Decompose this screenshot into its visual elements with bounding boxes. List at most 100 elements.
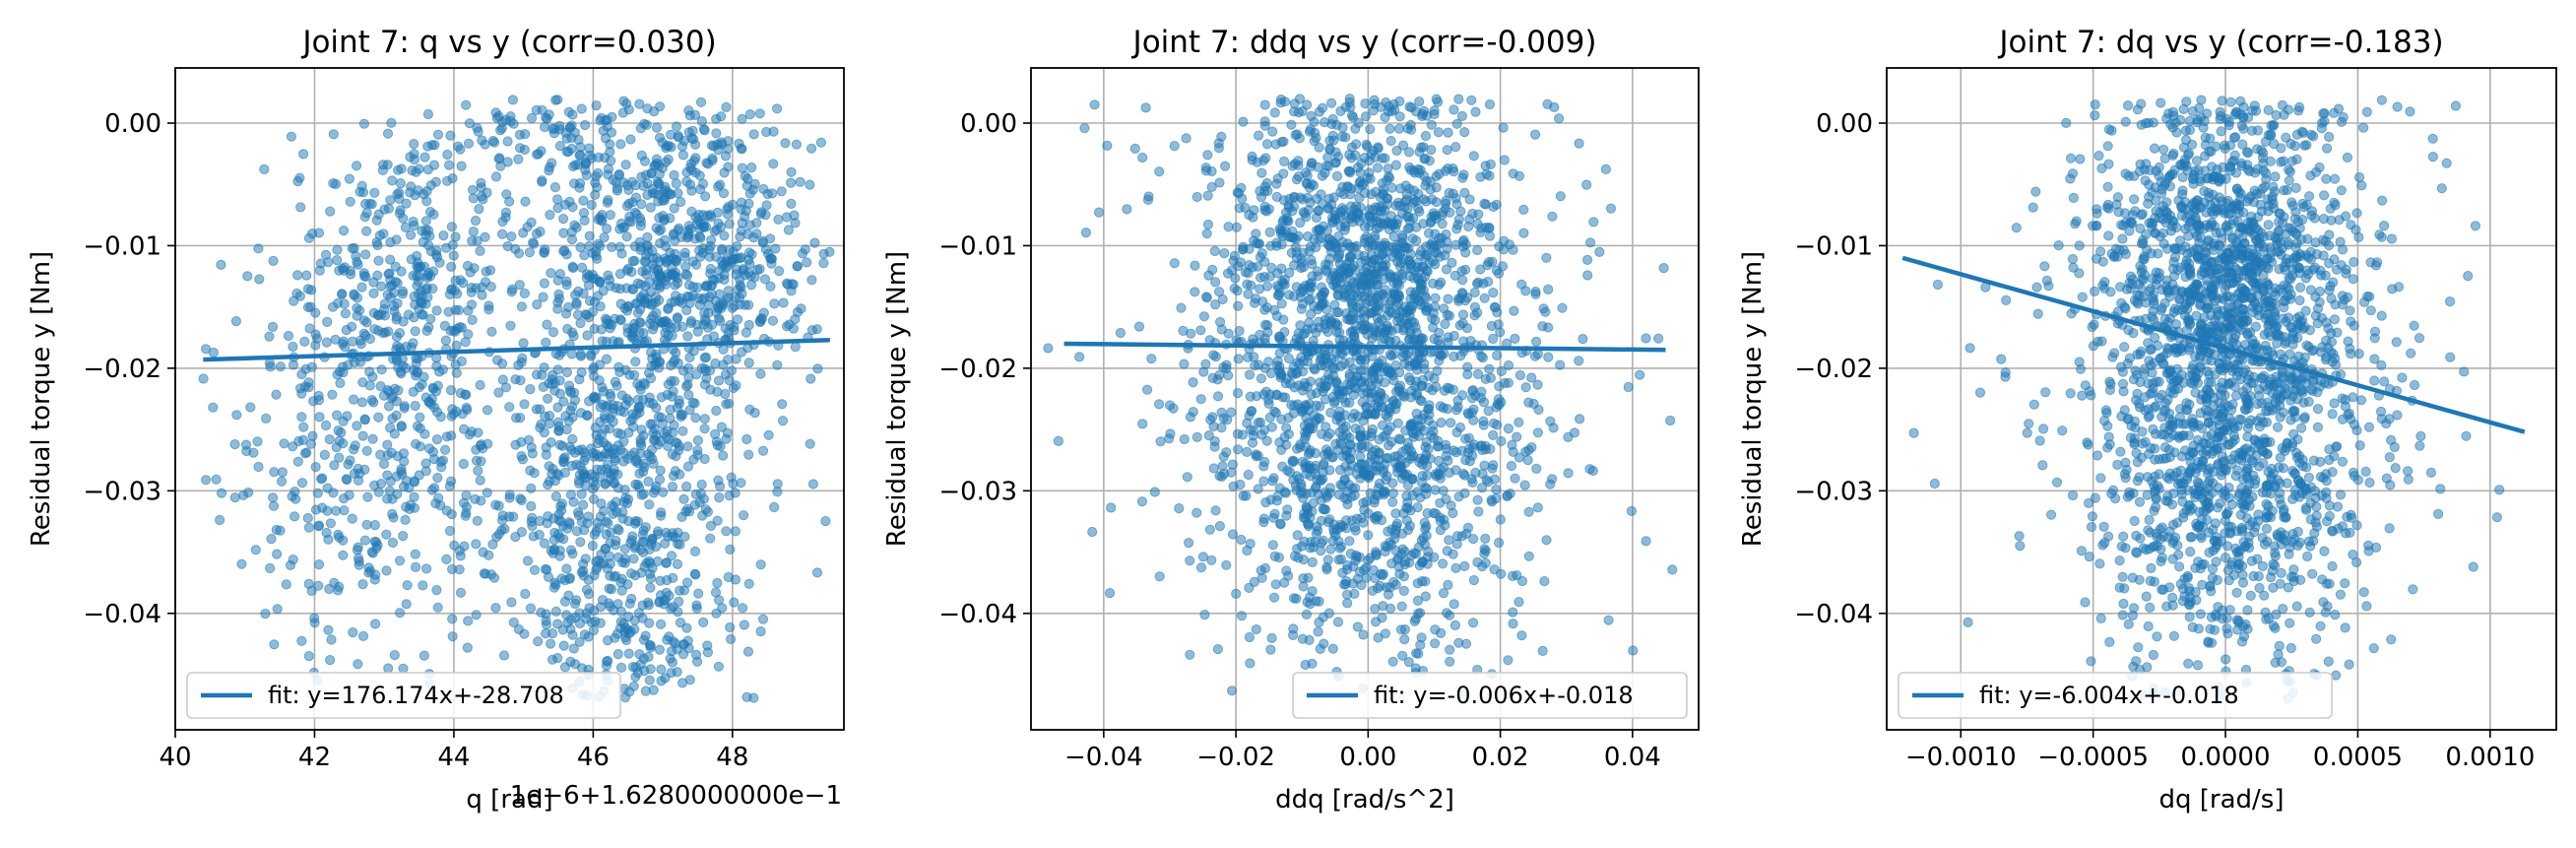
scatter-point: [639, 431, 648, 440]
scatter-point: [713, 578, 722, 587]
scatter-point: [1449, 508, 1457, 517]
scatter-point: [353, 422, 361, 430]
scatter-point: [1211, 278, 1220, 287]
scatter-point: [387, 118, 396, 127]
scatter-point: [493, 356, 502, 364]
scatter-point: [411, 550, 419, 558]
scatter-point: [669, 358, 677, 366]
scatter-point: [733, 241, 741, 250]
scatter-point: [635, 99, 644, 108]
scatter-point: [691, 414, 700, 423]
scatter-point: [1422, 522, 1431, 531]
scatter-point: [401, 515, 410, 524]
scatter-point: [793, 262, 802, 271]
scatter-point: [714, 303, 723, 312]
y-tick-label: −0.04: [938, 600, 1017, 629]
scatter-point: [578, 445, 587, 454]
scatter-point: [657, 272, 666, 281]
scatter-point: [1385, 583, 1394, 592]
scatter-point: [1533, 503, 1542, 512]
scatter-point: [727, 366, 736, 375]
scatter-point: [313, 489, 322, 497]
scatter-point: [344, 460, 353, 469]
scatter-point: [361, 199, 370, 208]
scatter-point: [388, 538, 397, 547]
scatter-point: [1467, 96, 1476, 104]
scatter-point: [700, 424, 709, 433]
scatter-point: [1223, 416, 1232, 424]
scatter-point: [755, 109, 764, 118]
scatter-point: [1254, 419, 1262, 427]
scatter-point: [537, 420, 546, 428]
scatter-point: [1351, 526, 1360, 535]
scatter-point: [1320, 288, 1328, 296]
fit-line: [1064, 344, 1666, 350]
scatter-point: [1449, 600, 1458, 609]
scatter-point: [652, 253, 661, 262]
scatter-point: [613, 650, 622, 659]
scatter-point: [1390, 248, 1399, 257]
scatter-point: [756, 627, 765, 636]
scatter-point: [1361, 356, 1370, 364]
scatter-point: [575, 183, 584, 192]
scatter-point: [1357, 440, 1366, 449]
scatter-point: [400, 404, 409, 413]
scatter-point: [293, 271, 302, 280]
scatter-point: [527, 484, 536, 492]
scatter-point: [1294, 231, 1303, 240]
scatter-point: [1533, 380, 1542, 389]
scatter-point: [1460, 188, 1469, 197]
scatter-point: [507, 288, 516, 296]
scatter-point: [1284, 354, 1293, 362]
scatter-point: [627, 569, 636, 578]
scatter-point: [1422, 176, 1431, 185]
scatter-point: [432, 586, 441, 595]
scatter-point: [477, 496, 485, 505]
scatter-point: [1270, 108, 1279, 117]
scatter-point: [1444, 294, 1452, 303]
scatter-point: [266, 563, 275, 572]
scatter-point: [1548, 212, 1557, 221]
scatter-point: [419, 651, 428, 660]
scatter-point: [702, 159, 711, 167]
scatter-point: [1479, 417, 1488, 425]
scatter-point: [424, 323, 433, 332]
scatter-point: [2350, 257, 2358, 266]
scatter-point: [805, 180, 814, 189]
scatter-point: [1328, 392, 1337, 401]
scatter-point: [606, 211, 614, 220]
scatter-point: [606, 528, 614, 537]
scatter-point: [715, 493, 724, 502]
scatter-point: [1419, 220, 1428, 228]
scatter-point: [1235, 326, 1244, 335]
scatter-point: [422, 197, 431, 206]
scatter-point: [577, 664, 586, 673]
scatter-point: [707, 141, 716, 150]
scatter-point: [1273, 491, 1282, 500]
scatter-point: [540, 248, 548, 257]
scatter-point: [1405, 224, 1414, 232]
scatter-point: [1495, 269, 1504, 278]
scatter-point: [1399, 509, 1408, 518]
scatter-point: [1449, 163, 1457, 172]
scatter-point: [314, 522, 323, 531]
scatter-point: [469, 194, 478, 203]
scatter-point: [393, 489, 402, 498]
scatter-point: [1166, 429, 1175, 438]
scatter-point: [1273, 174, 1282, 183]
scatter-point: [576, 151, 585, 160]
scatter-point: [1310, 234, 1319, 243]
scatter-point: [1405, 102, 1414, 111]
scatter-point: [614, 170, 623, 179]
scatter-point: [1267, 633, 1276, 642]
scatter-point: [1196, 395, 1205, 404]
scatter-point: [340, 299, 349, 308]
scatter-point: [1439, 559, 1448, 568]
scatter-point: [1443, 146, 1451, 155]
scatter-point: [289, 555, 297, 564]
scatter-point: [596, 512, 605, 521]
scatter-point: [1524, 445, 1533, 454]
scatter-point: [1534, 405, 1543, 414]
scatter-point: [1186, 413, 1194, 422]
scatter-point: [1416, 250, 1425, 259]
